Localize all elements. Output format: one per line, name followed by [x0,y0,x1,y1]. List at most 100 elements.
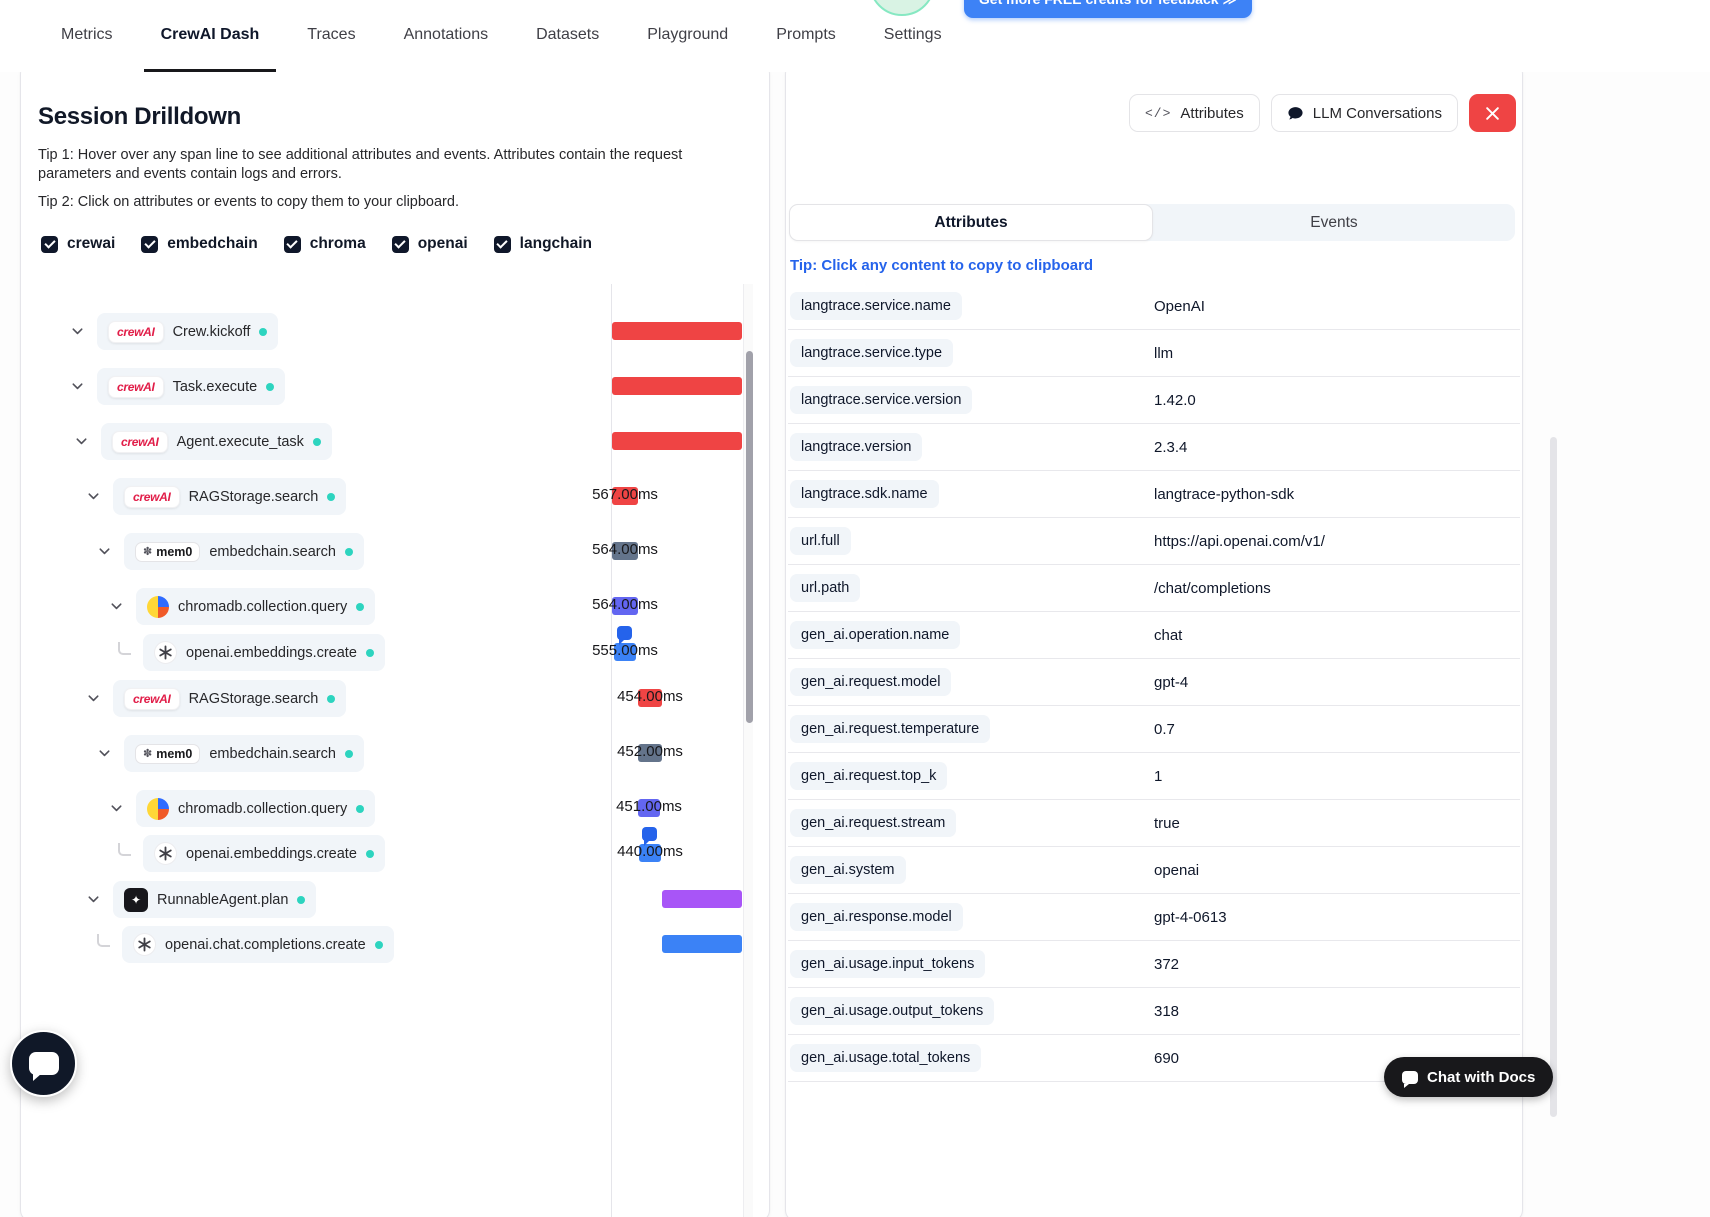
attribute-value[interactable]: 372 [1154,955,1180,973]
span-row-11-RunnableAgent.plan[interactable]: ✦ RunnableAgent.plan [21,881,769,918]
span-row-12-openai.chat.completions.create[interactable]: openai.chat.completions.create [21,926,769,963]
span-row-5-chromadb.collection.query[interactable]: chromadb.collection.query 564.00ms [21,588,769,625]
checkbox-icon[interactable] [41,235,58,253]
attribute-key[interactable]: langtrace.sdk.name [790,480,939,508]
attribute-key[interactable]: gen_ai.response.model [790,903,963,931]
span-pill[interactable]: openai.embeddings.create [143,634,385,671]
attribute-key[interactable]: gen_ai.usage.input_tokens [790,950,986,978]
filter-crewai[interactable]: crewai [41,235,115,253]
attribute-key[interactable]: gen_ai.request.top_k [790,762,948,790]
attribute-value[interactable]: /chat/completions [1154,579,1271,597]
span-pill[interactable]: crewAI Task.execute [97,368,286,405]
span-duration-bar[interactable] [612,322,742,340]
attribute-key[interactable]: langtrace.service.version [790,386,973,414]
attribute-value[interactable]: llm [1154,344,1174,362]
chevron-down-icon[interactable] [73,434,89,450]
attribute-value[interactable]: 2.3.4 [1154,438,1188,456]
chat-with-docs-button[interactable]: Chat with Docs [1384,1057,1554,1097]
span-pill[interactable]: openai.chat.completions.create [122,926,394,963]
span-duration-bar[interactable] [638,689,662,707]
span-duration-bar[interactable] [639,844,661,862]
span-row-2-Agent.execute_task[interactable]: crewAI Agent.execute_task [21,423,769,460]
chevron-down-icon[interactable] [108,801,124,817]
tab-prompts[interactable]: Prompts [776,25,836,43]
attribute-value[interactable]: true [1154,814,1180,832]
tab-metrics[interactable]: Metrics [61,25,113,43]
attribute-value[interactable]: 690 [1154,1049,1180,1067]
attribute-key[interactable]: gen_ai.system [790,856,906,884]
filter-openai[interactable]: openai [391,235,468,253]
attribute-value[interactable]: 1.42.0 [1154,391,1196,409]
attribute-value[interactable]: gpt-4-0613 [1154,908,1227,926]
span-duration-bar[interactable] [612,597,638,615]
filter-embedchain[interactable]: embedchain [141,235,258,253]
span-duration-bar[interactable] [612,542,638,560]
attributes-button[interactable]: </> Attributes [1128,94,1260,132]
chevron-down-icon[interactable] [69,379,85,395]
tab-annotations[interactable]: Annotations [403,25,489,43]
attribute-key[interactable]: gen_ai.usage.output_tokens [790,997,995,1025]
tree-scrollbar[interactable] [743,284,753,1217]
span-duration-bar[interactable] [662,935,742,953]
chat-widget-button[interactable] [10,1030,77,1097]
filter-langchain[interactable]: langchain [493,235,592,253]
chevron-down-icon[interactable] [85,691,101,707]
checkbox-icon[interactable] [283,235,301,253]
span-row-0-Crew.kickoff[interactable]: crewAI Crew.kickoff [21,313,769,350]
attribute-key[interactable]: gen_ai.usage.total_tokens [790,1044,982,1072]
span-pill[interactable]: chromadb.collection.query [136,790,376,827]
attribute-key[interactable]: gen_ai.operation.name [790,621,961,649]
span-pill[interactable]: ✽ mem0 embedchain.search [124,533,364,570]
span-pill[interactable]: crewAI Agent.execute_task [101,423,332,460]
detail-tab-attributes[interactable]: Attributes [789,204,1153,241]
span-duration-bar[interactable] [614,643,636,661]
span-row-6-openai.embeddings.create[interactable]: openai.embeddings.create 555.00ms [21,626,769,671]
span-pill[interactable]: crewAI Crew.kickoff [97,313,279,350]
attribute-value[interactable]: OpenAI [1154,297,1205,315]
attribute-key[interactable]: langtrace.version [790,433,923,461]
span-duration-bar[interactable] [612,377,742,395]
span-duration-bar[interactable] [638,744,662,762]
tab-datasets[interactable]: Datasets [536,25,600,43]
attribute-key[interactable]: url.full [790,527,851,555]
span-row-9-chromadb.collection.query[interactable]: chromadb.collection.query 451.00ms [21,790,769,827]
attribute-key[interactable]: gen_ai.request.model [790,668,952,696]
span-pill[interactable]: ✽ mem0 embedchain.search [124,735,364,772]
chevron-down-icon[interactable] [85,892,101,908]
page-scrollbar[interactable] [1550,437,1557,1117]
span-duration-bar[interactable] [612,432,742,450]
chevron-down-icon[interactable] [96,746,112,762]
attribute-value[interactable]: openai [1154,861,1200,879]
tab-crewai-dash[interactable]: CrewAI Dash [143,0,277,72]
attribute-value[interactable]: 318 [1154,1002,1180,1020]
span-pill[interactable]: chromadb.collection.query [136,588,376,625]
attribute-key[interactable]: gen_ai.request.temperature [790,715,991,743]
tab-playground[interactable]: Playground [647,25,729,43]
checkbox-icon[interactable] [141,235,159,253]
span-row-4-embedchain.search[interactable]: ✽ mem0 embedchain.search 564.00ms [21,533,769,570]
attribute-key[interactable]: url.path [790,574,861,602]
attribute-value[interactable]: https://api.openai.com/v1/ [1154,532,1325,550]
attribute-value[interactable]: 0.7 [1154,720,1175,738]
span-row-7-RAGStorage.search[interactable]: crewAI RAGStorage.search 454.00ms [21,680,769,717]
attribute-key[interactable]: langtrace.service.type [790,339,954,367]
chevron-down-icon[interactable] [85,489,101,505]
span-pill[interactable]: crewAI RAGStorage.search [113,680,347,717]
filter-chroma[interactable]: chroma [283,235,366,253]
free-credits-button[interactable]: Get more FREE credits for feedback ≫ [964,0,1252,18]
checkbox-icon[interactable] [493,235,511,253]
attribute-key[interactable]: langtrace.service.name [790,292,962,320]
span-row-8-embedchain.search[interactable]: ✽ mem0 embedchain.search 452.00ms [21,735,769,772]
chevron-down-icon[interactable] [108,599,124,615]
span-row-3-RAGStorage.search[interactable]: crewAI RAGStorage.search 567.00ms [21,478,769,515]
span-pill[interactable]: ✦ RunnableAgent.plan [113,881,317,918]
llm-conversations-button[interactable]: LLM Conversations [1270,94,1458,132]
attribute-value[interactable]: gpt-4 [1154,673,1189,691]
chevron-down-icon[interactable] [69,324,85,340]
span-pill[interactable]: crewAI RAGStorage.search [113,478,347,515]
span-duration-bar[interactable] [662,890,742,908]
tree-scrollbar-thumb[interactable] [746,351,753,723]
close-button[interactable] [1469,94,1516,132]
tab-settings[interactable]: Settings [883,25,942,43]
attribute-value[interactable]: 1 [1154,767,1163,785]
